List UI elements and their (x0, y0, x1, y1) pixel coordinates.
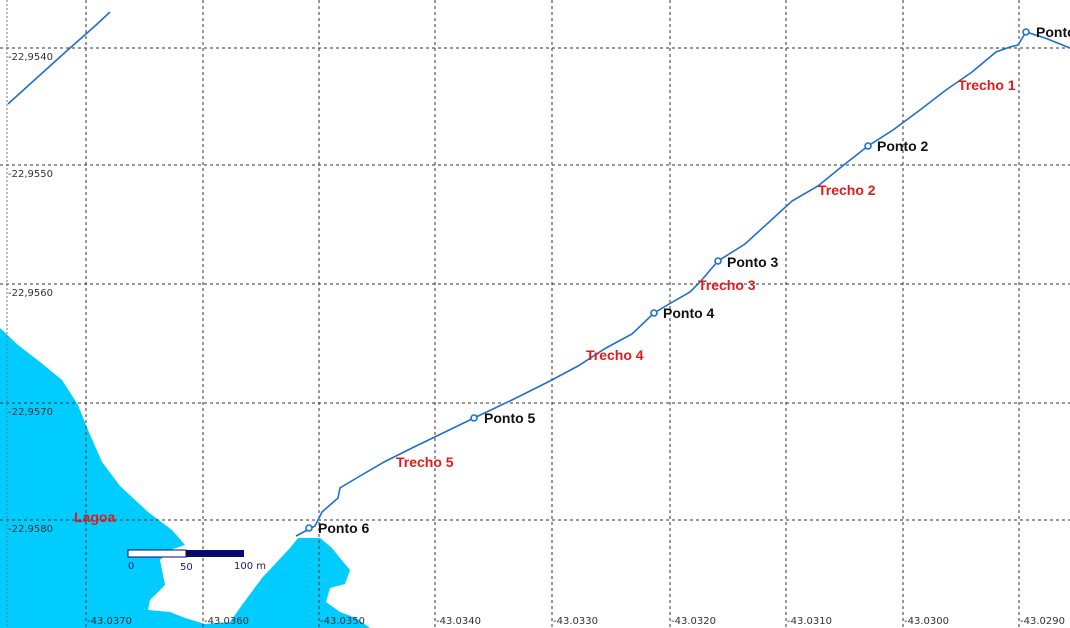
latitude-tick-label: -22,9580 (8, 524, 53, 535)
point-ponto-1[interactable]: Ponto 1 (1022, 24, 1070, 40)
longitude-tick-label: -43.0340 (436, 616, 481, 627)
point-label-ponto-6: Ponto 6 (318, 520, 370, 536)
point-ponto-6[interactable]: Ponto 6 (305, 520, 370, 536)
scale-label-50: 50 (180, 562, 193, 573)
longitude-tick-label: -43.0290 (1020, 616, 1065, 627)
point-marker (864, 142, 872, 150)
longitude-tick-label: -43.0320 (671, 616, 716, 627)
point-label-ponto-3: Ponto 3 (727, 254, 779, 270)
point-ponto-5[interactable]: Ponto 5 (470, 410, 536, 426)
point-marker (470, 414, 478, 422)
lagoa-water-area (0, 328, 370, 628)
route-line (295, 31, 1070, 537)
latitude-tick-label: -22,9570 (8, 407, 53, 418)
trecho-label-1: Trecho 1 (958, 77, 1016, 93)
scale-segment-dark (186, 550, 244, 557)
scale-bar: 0 50 100 m (127, 549, 266, 573)
point-label-ponto-2: Ponto 2 (877, 138, 929, 154)
trecho-label-4: Trecho 4 (586, 347, 644, 363)
scale-label-100: 100 m (234, 561, 266, 572)
longitude-tick-labels: -43.0370 -43.0360 -43.0350 -43.0340 -43.0330… (87, 616, 1065, 627)
point-ponto-3[interactable]: Ponto 3 (714, 254, 779, 270)
point-marker (305, 524, 313, 532)
latitude-tick-labels: -22,9540 -22,9550 -22,9560 -22,9570 -22,9580 (8, 52, 53, 535)
longitude-tick-label: -43.0360 (204, 616, 249, 627)
latitude-tick-label: -22,9550 (8, 169, 53, 180)
point-marker (714, 257, 722, 265)
longitude-tick-label: -43.0330 (553, 616, 598, 627)
latitude-tick-label: -22,9560 (8, 288, 53, 299)
trecho-label-2: Trecho 2 (818, 182, 876, 198)
trecho-label-3: Trecho 3 (698, 277, 756, 293)
point-marker (1022, 28, 1030, 36)
longitude-tick-label: -43.0300 (904, 616, 949, 627)
lagoa-label: Lagoa (74, 509, 115, 525)
point-label-ponto-5: Ponto 5 (484, 410, 536, 426)
point-ponto-2[interactable]: Ponto 2 (864, 138, 929, 154)
longitude-tick-label: -43.0350 (320, 616, 365, 627)
latitude-tick-label: -22,9540 (8, 52, 53, 63)
point-marker (650, 309, 658, 317)
longitude-tick-label: -43.0370 (87, 616, 132, 627)
trecho-label-5: Trecho 5 (396, 454, 454, 470)
scale-label-0: 0 (128, 561, 134, 572)
longitude-tick-label: -43.0310 (787, 616, 832, 627)
scale-segment-white (127, 549, 187, 558)
point-label-ponto-4: Ponto 4 (663, 305, 715, 321)
road-line (7, 11, 111, 105)
point-ponto-4[interactable]: Ponto 4 (650, 305, 715, 321)
point-label-ponto-1: Ponto 1 (1036, 24, 1070, 40)
